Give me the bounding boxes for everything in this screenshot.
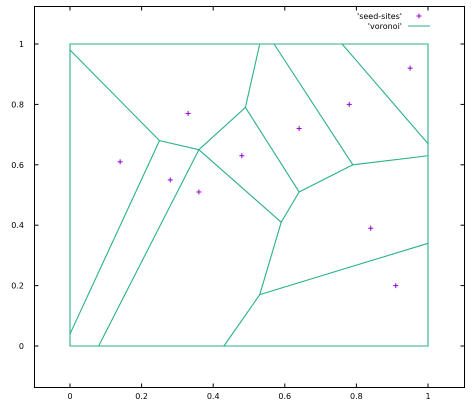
seed-point-7 — [407, 65, 413, 71]
legend: 'seed-sites' 'voronoi' — [357, 12, 430, 31]
voronoi-edge-9 — [244, 43, 261, 108]
legend-label-voronoi: 'voronoi' — [368, 22, 402, 31]
x-tick-label-2: 0.4 — [207, 392, 220, 401]
voronoi-edge-14 — [223, 294, 261, 347]
voronoi-edge-19 — [341, 43, 429, 145]
legend-seed-plus — [416, 13, 422, 19]
legend-label-seed-sites: 'seed-sites' — [357, 12, 402, 21]
voronoi-series — [69, 43, 429, 347]
seed-point-4 — [239, 153, 245, 159]
seed-point-0 — [117, 159, 123, 165]
y-tick-label-4: 0.8 — [11, 100, 24, 109]
voronoi-edge-13 — [259, 221, 282, 296]
axis-tick-labels: 0 0.2 0.4 0.6 0.8 1 0 0.2 0.4 0.6 0.8 1 — [11, 40, 430, 401]
axis-ticks — [34, 6, 465, 388]
x-tick-label-3: 0.6 — [278, 392, 291, 401]
y-tick-label-5: 1 — [19, 40, 24, 49]
y-tick-label-2: 0.4 — [11, 221, 24, 230]
seed-point-5 — [296, 126, 302, 132]
x-tick-label-0: 0 — [67, 392, 72, 401]
legend-marker-seed-sites — [416, 13, 422, 19]
x-tick-label-5: 1 — [425, 392, 430, 401]
seed-point-2 — [185, 110, 191, 116]
y-tick-label-3: 0.6 — [11, 161, 24, 170]
seed-point-3 — [196, 189, 202, 195]
voronoi-edge-6 — [158, 140, 200, 151]
voronoi-edge-15 — [259, 242, 429, 296]
voronoi-edge-7 — [98, 149, 200, 347]
voronoi-edge-17 — [352, 155, 429, 166]
voronoi-edge-16 — [298, 164, 354, 193]
y-tick-label-1: 0.2 — [11, 282, 24, 291]
seed-sites-series — [117, 65, 413, 289]
voronoi-edge-5 — [69, 140, 161, 335]
voronoi-edge-8 — [198, 106, 246, 151]
seed-point-9 — [393, 283, 399, 289]
voronoi-edge-12 — [280, 191, 300, 223]
y-tick-label-0: 0 — [19, 342, 24, 351]
seed-point-6 — [346, 101, 352, 107]
voronoi-edge-10 — [198, 149, 282, 223]
voronoi-edge-11 — [244, 106, 300, 193]
x-tick-label-4: 0.8 — [350, 392, 363, 401]
voronoi-edge-18 — [273, 43, 354, 166]
seed-point-8 — [368, 225, 374, 231]
x-tick-label-1: 0.2 — [135, 392, 148, 401]
plot-frame — [34, 6, 465, 388]
seed-point-1 — [167, 177, 173, 183]
voronoi-edge-4 — [69, 49, 161, 142]
